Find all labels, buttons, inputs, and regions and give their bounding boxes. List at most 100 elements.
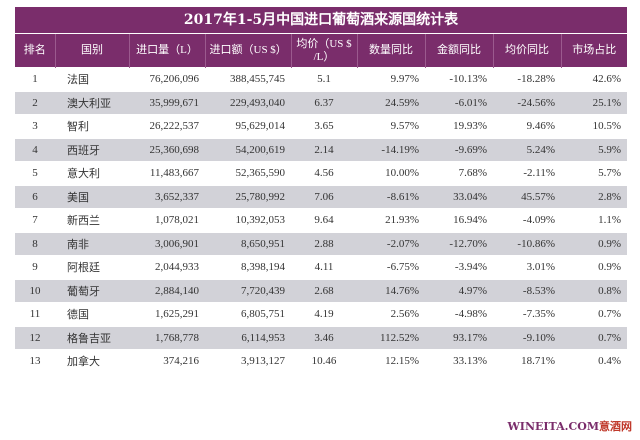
table-row: 1 法国 76,206,096 388,455,745 5.1 9.97% -10.13% -… <box>15 67 627 91</box>
cell-market-share: 0.9% <box>561 231 627 256</box>
header-volume-yoy: 数量同比 <box>357 34 426 68</box>
cell-rank: 7 <box>15 208 55 232</box>
table-row: 7 新西兰 1,078,021 10,392,053 9.64 21.93% 16.94% -… <box>15 208 627 232</box>
table-title: 2017年1-5月中国进口葡萄酒来源国统计表 <box>15 7 627 33</box>
table-row: 11 德国 1,625,291 6,805,751 4.19 2.56% -4.98% -7.… <box>15 302 627 326</box>
watermark-cn: 意酒网 <box>599 420 632 433</box>
cell-value-yoy: -10.13% <box>425 67 493 91</box>
cell-volume: 2,044,933 <box>129 255 205 279</box>
table-row: 12 格鲁吉亚 1,768,778 6,114,953 3.46 112.52% 93.17… <box>15 325 627 350</box>
cell-value-yoy: 16.94% <box>425 208 493 232</box>
cell-volume: 2,884,140 <box>129 278 205 303</box>
cell-rank: 10 <box>15 278 55 303</box>
cell-country: 澳大利亚 <box>55 90 129 115</box>
table-row: 2 澳大利亚 35,999,671 229,493,040 6.37 24.59% -6.0… <box>15 90 627 115</box>
cell-avg-price: 2.68 <box>291 278 357 303</box>
cell-volume-yoy: 2.56% <box>357 302 425 326</box>
cell-value: 7,720,439 <box>205 278 291 303</box>
cell-rank: 4 <box>15 137 55 162</box>
cell-market-share: 42.6% <box>561 67 627 91</box>
header-value-yoy: 金额同比 <box>425 34 494 68</box>
cell-value-yoy: 93.17% <box>425 325 493 350</box>
header-rank: 排名 <box>15 34 56 68</box>
cell-rank: 5 <box>15 161 55 185</box>
cell-price-yoy: -18.28% <box>493 67 561 91</box>
cell-country: 阿根廷 <box>55 255 129 279</box>
cell-avg-price: 10.46 <box>291 349 357 373</box>
cell-price-yoy: 5.24% <box>493 137 561 162</box>
cell-country: 南非 <box>55 231 129 256</box>
cell-country: 加拿大 <box>55 349 129 373</box>
cell-market-share: 10.5% <box>561 114 627 138</box>
cell-rank: 2 <box>15 90 55 115</box>
cell-volume-yoy: 24.59% <box>357 90 425 115</box>
cell-country: 德国 <box>55 302 129 326</box>
cell-rank: 6 <box>15 184 55 209</box>
cell-avg-price: 4.19 <box>291 302 357 326</box>
cell-value-yoy: -3.94% <box>425 255 493 279</box>
cell-value-yoy: -4.98% <box>425 302 493 326</box>
cell-volume: 1,768,778 <box>129 325 205 350</box>
cell-rank: 8 <box>15 231 55 256</box>
cell-volume-yoy: -14.19% <box>357 137 425 162</box>
cell-avg-price: 9.64 <box>291 208 357 232</box>
cell-volume: 35,999,671 <box>129 90 205 115</box>
cell-price-yoy: 18.71% <box>493 349 561 373</box>
cell-volume-yoy: -8.61% <box>357 184 425 209</box>
cell-price-yoy: -7.35% <box>493 302 561 326</box>
cell-market-share: 2.8% <box>561 184 627 209</box>
cell-country: 格鲁吉亚 <box>55 325 129 350</box>
header-avg-price: 均价（US $ /L） <box>291 34 358 68</box>
cell-country: 意大利 <box>55 161 129 185</box>
cell-value: 52,365,590 <box>205 161 291 185</box>
cell-avg-price: 3.46 <box>291 325 357 350</box>
cell-value: 8,650,951 <box>205 231 291 256</box>
cell-value: 54,200,619 <box>205 137 291 162</box>
cell-value-yoy: 33.04% <box>425 184 493 209</box>
cell-volume-yoy: 9.57% <box>357 114 425 138</box>
cell-market-share: 0.7% <box>561 302 627 326</box>
cell-volume-yoy: 112.52% <box>357 325 425 350</box>
cell-price-yoy: -9.10% <box>493 325 561 350</box>
table-row: 10 葡萄牙 2,884,140 7,720,439 2.68 14.76% 4.97% -8… <box>15 278 627 303</box>
cell-market-share: 1.1% <box>561 208 627 232</box>
cell-market-share: 0.9% <box>561 255 627 279</box>
cell-country: 法国 <box>55 67 129 91</box>
header-market-share: 市场占比 <box>561 34 627 68</box>
cell-value: 95,629,014 <box>205 114 291 138</box>
cell-volume-yoy: 10.00% <box>357 161 425 185</box>
cell-volume: 1,078,021 <box>129 208 205 232</box>
cell-price-yoy: 45.57% <box>493 184 561 209</box>
table-row: 4 西班牙 25,360,698 54,200,619 2.14 -14.19% -9.69… <box>15 137 627 162</box>
cell-value-yoy: 33.13% <box>425 349 493 373</box>
cell-value: 388,455,745 <box>205 67 291 91</box>
cell-rank: 12 <box>15 325 55 350</box>
cell-avg-price: 6.37 <box>291 90 357 115</box>
cell-market-share: 25.1% <box>561 90 627 115</box>
cell-value-yoy: -9.69% <box>425 137 493 162</box>
cell-value-yoy: -12.70% <box>425 231 493 256</box>
cell-volume: 25,360,698 <box>129 137 205 162</box>
cell-value: 10,392,053 <box>205 208 291 232</box>
cell-value: 6,805,751 <box>205 302 291 326</box>
header-country: 国别 <box>55 34 130 68</box>
header-value: 进口额（US $） <box>205 34 292 68</box>
table-row: 9 阿根廷 2,044,933 8,398,194 4.11 -6.75% -3.94% 3.… <box>15 255 627 279</box>
cell-avg-price: 4.11 <box>291 255 357 279</box>
cell-value-yoy: 4.97% <box>425 278 493 303</box>
cell-avg-price: 3.65 <box>291 114 357 138</box>
cell-market-share: 0.8% <box>561 278 627 303</box>
cell-market-share: 0.7% <box>561 325 627 350</box>
cell-avg-price: 4.56 <box>291 161 357 185</box>
cell-price-yoy: 9.46% <box>493 114 561 138</box>
cell-rank: 3 <box>15 114 55 138</box>
cell-country: 西班牙 <box>55 137 129 162</box>
cell-value: 229,493,040 <box>205 90 291 115</box>
cell-value-yoy: 19.93% <box>425 114 493 138</box>
table-row: 5 意大利 11,483,667 52,365,590 4.56 10.00% 7.68% -… <box>15 161 627 185</box>
cell-volume-yoy: 12.15% <box>357 349 425 373</box>
cell-price-yoy: 3.01% <box>493 255 561 279</box>
cell-price-yoy: -8.53% <box>493 278 561 303</box>
cell-volume: 374,216 <box>129 349 205 373</box>
